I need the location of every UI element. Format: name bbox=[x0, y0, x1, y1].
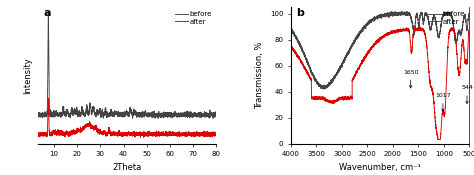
after bbox=[461, 47, 467, 49]
after bbox=[55, 130, 61, 132]
Text: 1650: 1650 bbox=[403, 70, 419, 88]
before bbox=[103, 116, 109, 118]
Text: 544: 544 bbox=[461, 85, 473, 104]
after bbox=[66, 135, 72, 138]
before bbox=[210, 113, 216, 115]
before bbox=[363, 25, 369, 27]
Y-axis label: Transmission, %: Transmission, % bbox=[255, 41, 264, 109]
before bbox=[388, 10, 394, 13]
before bbox=[35, 113, 41, 115]
before bbox=[66, 113, 72, 115]
after bbox=[466, 29, 472, 31]
after bbox=[418, 26, 424, 28]
Line: before: before bbox=[291, 12, 469, 89]
after bbox=[213, 134, 219, 136]
after bbox=[35, 135, 41, 137]
after bbox=[141, 136, 146, 138]
Text: b: b bbox=[296, 8, 304, 18]
after bbox=[373, 41, 379, 44]
after bbox=[418, 29, 423, 31]
Legend: before, after: before, after bbox=[428, 10, 466, 25]
after bbox=[46, 98, 51, 100]
Line: before: before bbox=[38, 13, 216, 118]
after bbox=[452, 33, 458, 36]
before bbox=[213, 114, 219, 116]
before bbox=[191, 112, 196, 114]
Y-axis label: Intensity: Intensity bbox=[23, 57, 32, 94]
Line: after: after bbox=[38, 99, 216, 137]
after bbox=[111, 134, 117, 136]
before bbox=[452, 37, 458, 40]
before bbox=[55, 114, 61, 116]
Line: after: after bbox=[291, 27, 469, 140]
before bbox=[373, 18, 379, 20]
Text: a: a bbox=[43, 8, 51, 18]
before bbox=[155, 117, 161, 120]
X-axis label: 2Theta: 2Theta bbox=[112, 163, 142, 172]
after bbox=[363, 55, 369, 58]
Legend: before, after: before, after bbox=[174, 10, 213, 25]
before bbox=[461, 18, 467, 20]
after bbox=[435, 139, 441, 141]
before bbox=[46, 12, 51, 14]
before bbox=[288, 30, 294, 32]
before bbox=[111, 114, 117, 116]
Text: 1017: 1017 bbox=[435, 93, 451, 111]
before bbox=[418, 14, 423, 16]
after bbox=[288, 46, 294, 48]
before bbox=[365, 23, 370, 25]
before bbox=[320, 88, 326, 90]
X-axis label: Wavenumber, cm⁻¹: Wavenumber, cm⁻¹ bbox=[339, 163, 421, 172]
after bbox=[103, 132, 109, 134]
after bbox=[210, 133, 216, 135]
after bbox=[191, 133, 196, 135]
before bbox=[466, 13, 472, 15]
after bbox=[365, 52, 370, 54]
